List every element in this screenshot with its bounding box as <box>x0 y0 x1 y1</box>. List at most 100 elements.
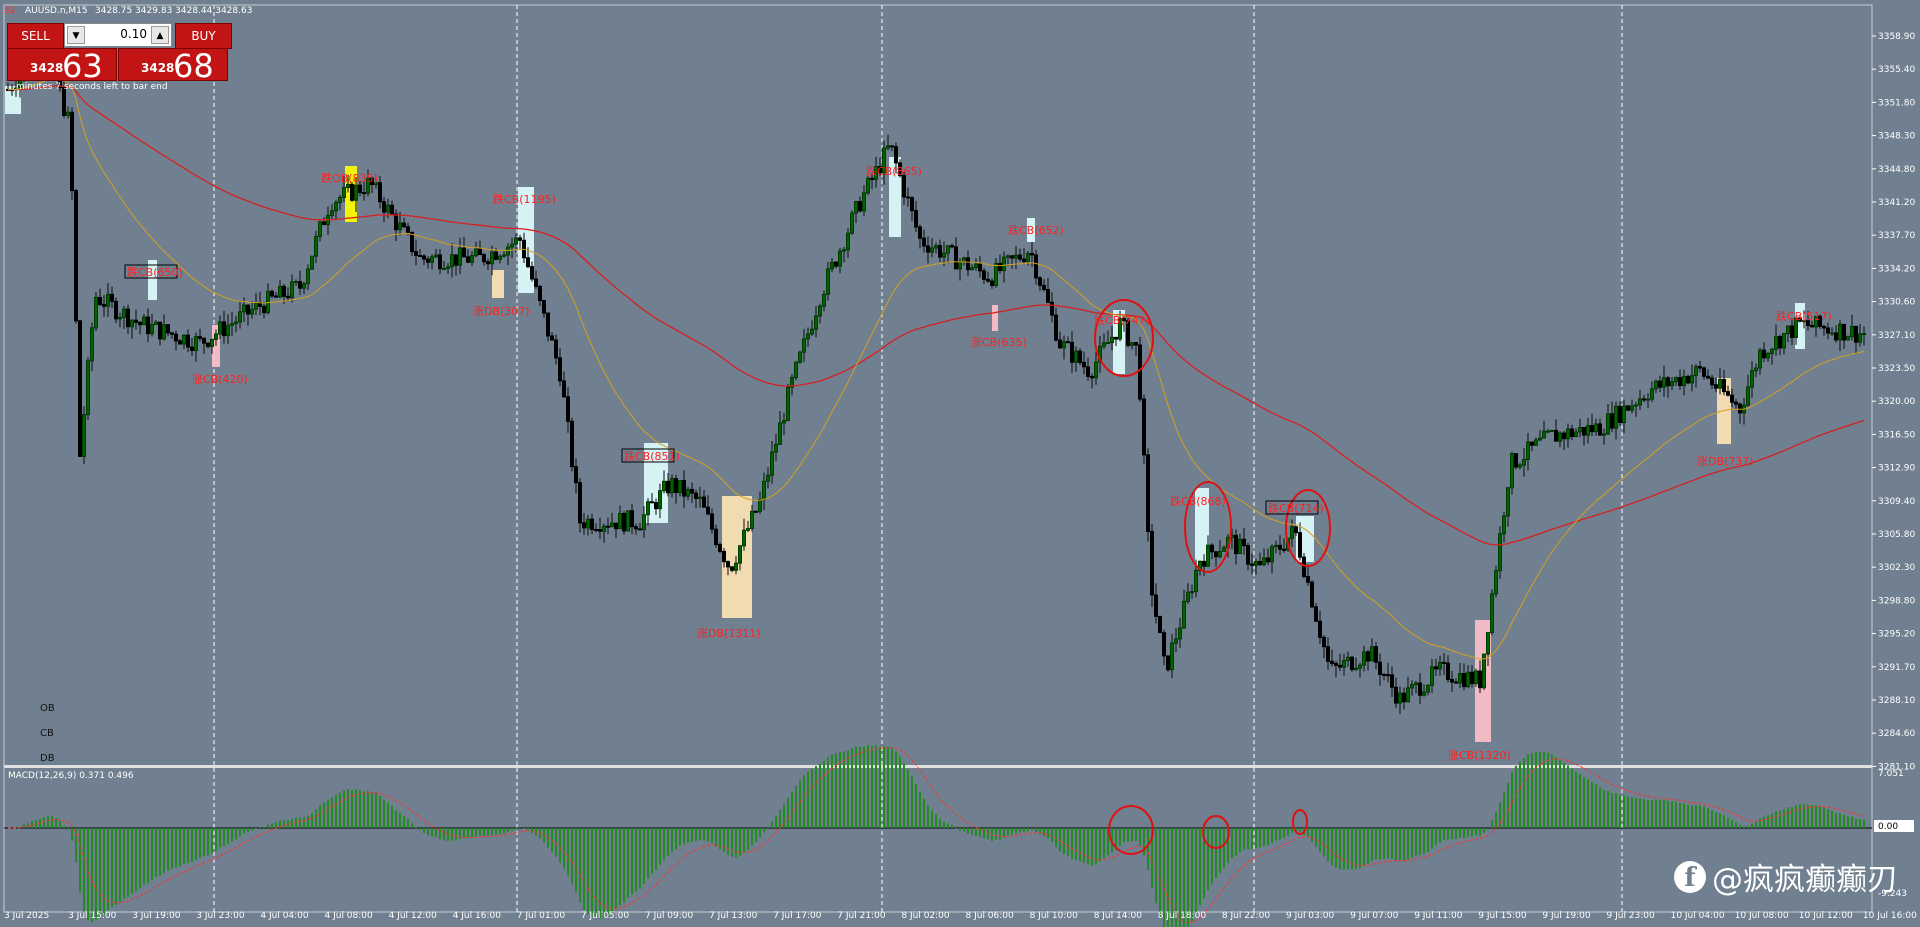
candle-body <box>230 323 234 326</box>
annotation-box <box>124 264 178 279</box>
candle-body <box>930 247 934 253</box>
candle-body <box>1390 674 1394 688</box>
candle-body <box>94 297 98 329</box>
candle-body <box>1298 532 1302 558</box>
price-axis-label: 3323.50 <box>1878 364 1915 374</box>
buy-price[interactable]: 3428 68 <box>118 47 228 85</box>
annotation-label: 涨DB(737) <box>1697 455 1754 468</box>
candle-body <box>590 518 594 530</box>
candle-body <box>1814 315 1818 328</box>
candle-body <box>1402 692 1406 703</box>
candle-body <box>854 201 858 214</box>
price-axis-label: 3298.80 <box>1878 596 1915 606</box>
candle-body <box>390 204 394 215</box>
order-block-zone <box>5 86 21 114</box>
candle-body <box>1482 653 1486 689</box>
candle-body <box>1370 646 1374 662</box>
macd-axis-label: -9.243 <box>1878 889 1907 899</box>
candle-body <box>1714 384 1718 389</box>
candle-body <box>566 396 570 422</box>
candle-body <box>106 293 110 307</box>
candle-body <box>134 319 138 323</box>
candle-body <box>1026 252 1030 262</box>
candle-body <box>666 480 670 494</box>
buy-price-prefix: 3428 <box>141 61 175 75</box>
candle-body <box>294 281 298 284</box>
candle-body <box>426 258 430 263</box>
macd-label: MACD(12,26,9) 0.371 0.496 <box>8 771 134 781</box>
candle-body <box>1422 691 1426 696</box>
candle-body <box>882 147 886 174</box>
candle-body <box>1458 673 1462 684</box>
candle-body <box>1302 556 1306 578</box>
candle-body <box>766 474 770 482</box>
candle-body <box>1462 673 1466 688</box>
price-axis-label: 3316.50 <box>1878 430 1915 440</box>
price-axis-label: 3320.00 <box>1878 397 1915 407</box>
candle-body <box>1782 332 1786 349</box>
candle-body <box>214 333 218 340</box>
candle-body <box>1294 526 1298 534</box>
annotation-label: 跌CB(868) <box>1170 494 1226 508</box>
candle-body <box>1194 569 1198 593</box>
candle-body <box>834 261 838 267</box>
annotation-label: 涨CB(1320) <box>1448 749 1511 762</box>
candle-body <box>986 278 990 282</box>
candle-body <box>362 192 366 195</box>
price-axis-label: 3295.20 <box>1878 630 1915 640</box>
candle-body <box>434 254 438 258</box>
candle-body <box>994 262 998 286</box>
candle-body <box>942 252 946 258</box>
candle-body <box>1778 336 1782 349</box>
candle-body <box>198 336 202 339</box>
candle-body <box>1646 398 1650 401</box>
candle-body <box>130 319 134 328</box>
candle-body <box>886 145 890 149</box>
time-axis-label: 8 Jul 14:00 <box>1094 911 1143 921</box>
candle-body <box>162 324 166 340</box>
candle-body <box>1510 453 1514 489</box>
candle-body <box>938 245 942 258</box>
candle-body <box>1406 687 1410 703</box>
candle-body <box>338 197 342 203</box>
candle-body <box>1338 664 1342 668</box>
candle-body <box>1030 252 1034 256</box>
candle-body <box>210 338 214 347</box>
price-axis-label: 3291.70 <box>1878 663 1915 673</box>
candle-body <box>1590 425 1594 433</box>
candle-body <box>470 255 474 263</box>
sell-button[interactable]: SELL <box>7 23 64 49</box>
candle-body <box>370 177 374 186</box>
candle-body <box>410 231 414 253</box>
candle-body <box>990 280 994 286</box>
candle-body <box>274 295 278 298</box>
lot-up-icon[interactable]: ▲ <box>151 26 169 44</box>
sell-price[interactable]: 3428 63 <box>7 47 117 85</box>
candle-body <box>182 334 186 345</box>
candle-body <box>958 261 962 270</box>
candle-body <box>1074 350 1078 363</box>
candle-body <box>1158 615 1162 634</box>
candle-body <box>674 478 678 493</box>
candle-body <box>902 175 906 198</box>
candle-body <box>126 308 130 328</box>
candle-body <box>562 380 566 398</box>
lot-value[interactable]: 0.10 <box>120 27 147 41</box>
order-block-zone <box>722 496 752 618</box>
candle-body <box>1442 661 1446 664</box>
candle-body <box>518 237 522 241</box>
buy-button[interactable]: BUY <box>175 23 232 49</box>
candle-body <box>1378 661 1382 675</box>
lot-down-icon[interactable]: ▼ <box>67 26 85 44</box>
candle-body <box>1758 349 1762 369</box>
candle-body <box>86 360 90 416</box>
candle-body <box>494 251 498 260</box>
candle-body <box>1658 380 1662 388</box>
candle-body <box>850 212 854 234</box>
lot-size-field[interactable]: ▼ 0.10 ▲ <box>64 23 172 47</box>
macd-current-marker <box>1874 820 1914 832</box>
candle-body <box>1306 576 1310 583</box>
candle-body <box>1162 632 1166 657</box>
legend-cb: CB <box>40 728 54 739</box>
